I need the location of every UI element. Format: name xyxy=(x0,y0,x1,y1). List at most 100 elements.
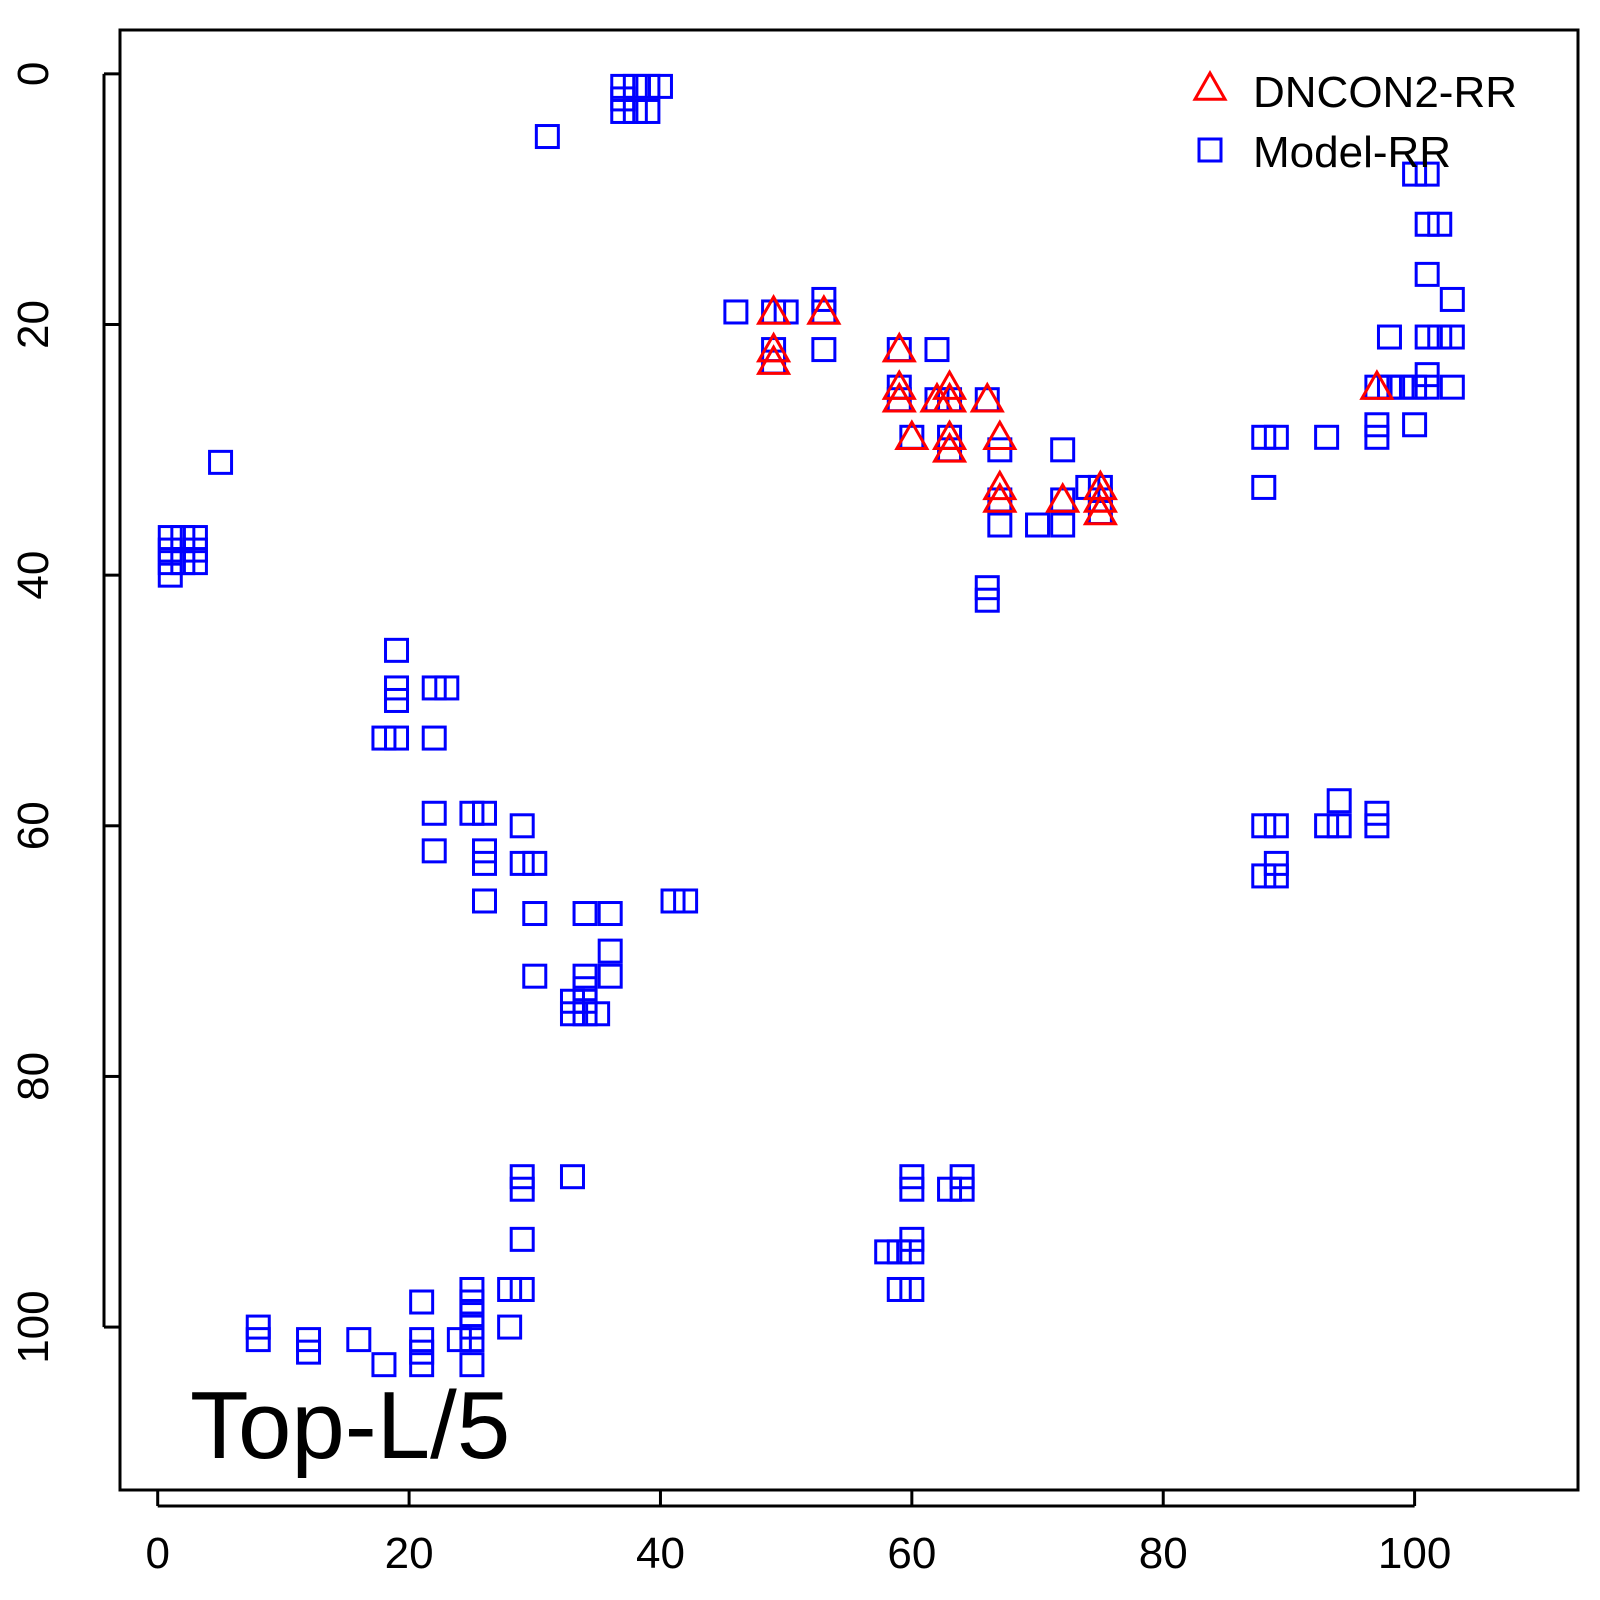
model-rr-point xyxy=(572,976,598,1002)
model-rr-point xyxy=(1439,286,1465,312)
model-rr-point xyxy=(974,575,1000,601)
model-rr-point xyxy=(409,1289,435,1315)
model-rr-point xyxy=(157,525,183,551)
model-rr-point xyxy=(409,1327,435,1353)
model-rr-point xyxy=(874,1239,900,1265)
model-rr-point xyxy=(610,73,636,99)
model-rr-point xyxy=(459,1352,485,1378)
model-rr-point xyxy=(949,1164,975,1190)
model-rr-point xyxy=(597,938,623,964)
dncon2-rr-point xyxy=(969,381,1005,413)
x-tick-label: 80 xyxy=(1139,1529,1188,1578)
model-rr-point xyxy=(296,1339,322,1365)
model-rr-point xyxy=(157,562,183,588)
model-rr-point xyxy=(296,1327,322,1353)
model-rr-point xyxy=(170,525,196,551)
model-rr-point xyxy=(1439,324,1465,350)
model-rr-point xyxy=(509,1276,535,1302)
model-rr-point xyxy=(170,550,196,576)
model-rr-point xyxy=(559,1001,585,1027)
dncon2-rr-point xyxy=(894,419,930,451)
model-rr-point xyxy=(245,1314,271,1340)
model-rr-point xyxy=(208,449,234,475)
model-rr-point xyxy=(1251,813,1277,839)
model-rr-point xyxy=(1326,788,1352,814)
dncon2-rr-point xyxy=(881,381,917,413)
model-rr-point xyxy=(421,725,447,751)
model-rr-point xyxy=(1389,374,1415,400)
model-rr-point xyxy=(1314,813,1340,839)
model-rr-point xyxy=(635,73,661,99)
model-rr-point xyxy=(622,98,648,124)
model-rr-point xyxy=(886,1239,912,1265)
model-rr-point xyxy=(899,1164,925,1190)
model-rr-point xyxy=(409,1339,435,1365)
model-rr-point xyxy=(384,725,410,751)
model-rr-point xyxy=(987,512,1013,538)
model-rr-point xyxy=(157,537,183,563)
y-tick-label: 80 xyxy=(9,1052,58,1101)
model-rr-point xyxy=(421,800,447,826)
model-rr-point xyxy=(1414,211,1440,237)
dncon2-rr-point xyxy=(1082,481,1118,513)
model-rr-point xyxy=(622,73,648,99)
model-rr-point xyxy=(899,1226,925,1252)
model-rr-point xyxy=(811,337,837,363)
model-rr-point xyxy=(1364,800,1390,826)
chart-annotation: Top-L/5 xyxy=(190,1372,510,1479)
model-rr-point xyxy=(1050,512,1076,538)
model-rr-point xyxy=(509,1164,535,1190)
model-rr-point xyxy=(497,1276,523,1302)
model-rr-point xyxy=(974,587,1000,613)
model-rr-point xyxy=(157,550,183,576)
dncon2-rr-point xyxy=(1045,481,1081,513)
model-rr-point xyxy=(1025,512,1051,538)
dncon2-rr-point xyxy=(931,431,968,463)
model-rr-point xyxy=(949,1176,975,1202)
model-rr-point xyxy=(1414,161,1440,187)
model-rr-point xyxy=(472,800,497,826)
model-rr-point xyxy=(1263,424,1289,450)
y-tick-label: 0 xyxy=(9,62,58,86)
dncon2-rr-point xyxy=(982,469,1018,501)
model-rr-point xyxy=(572,1001,598,1027)
model-rr-point xyxy=(421,675,447,701)
dncon2-rr-point xyxy=(982,481,1018,513)
dncon2-rr-point xyxy=(756,344,792,375)
model-rr-point xyxy=(1326,813,1352,839)
model-rr-point xyxy=(459,1289,485,1315)
model-rr-point xyxy=(472,888,497,914)
legend-label-model: Model-RR xyxy=(1253,128,1451,177)
dncon2-rr-point xyxy=(756,293,792,325)
dncon2-rr-point xyxy=(931,381,968,413)
model-rr-point xyxy=(811,286,837,312)
model-rr-point xyxy=(1414,261,1440,287)
legend-marker-dncon2 xyxy=(1192,69,1228,101)
model-rr-point xyxy=(635,98,661,124)
model-rr-point xyxy=(610,86,636,112)
model-rr-point xyxy=(1314,424,1340,450)
model-rr-point xyxy=(572,901,598,927)
model-rr-point xyxy=(1427,211,1453,237)
dncon2-rr-point xyxy=(881,331,917,363)
model-rr-point xyxy=(1414,324,1440,350)
model-rr-point xyxy=(509,813,535,839)
model-rr-point xyxy=(1050,437,1076,463)
x-tick-label: 100 xyxy=(1378,1529,1451,1578)
model-rr-point xyxy=(1439,374,1465,400)
model-rr-point xyxy=(522,901,548,927)
plot-frame xyxy=(118,28,1580,1492)
legend: DNCON2-RR Model-RR xyxy=(1192,68,1517,177)
x-tick-label: 40 xyxy=(636,1529,685,1578)
model-rr-point xyxy=(509,850,535,876)
model-rr-point xyxy=(459,1314,485,1340)
model-rr-point xyxy=(497,1314,523,1340)
dncon2-rr-point xyxy=(1082,494,1118,526)
model-rr-point xyxy=(647,73,673,99)
model-rr-point xyxy=(1263,863,1289,889)
model-rr-point xyxy=(597,963,623,989)
y-axis: 0 20 40 60 80 100 xyxy=(9,62,120,1364)
model-rr-point xyxy=(899,1276,925,1302)
model-rr-point xyxy=(459,1327,485,1353)
